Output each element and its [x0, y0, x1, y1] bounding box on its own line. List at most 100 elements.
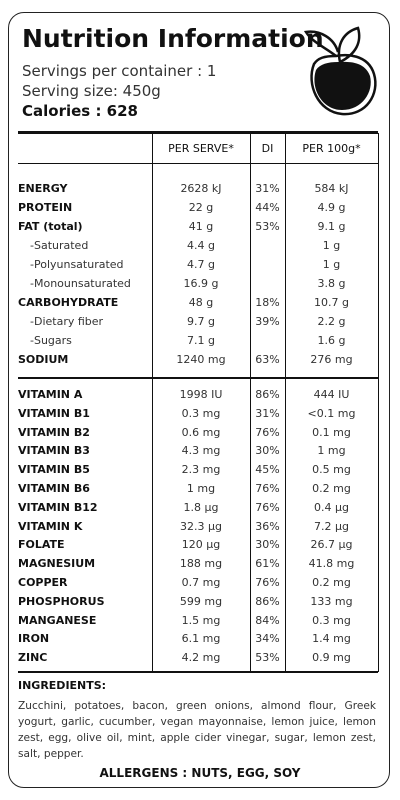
row-label: IRON	[18, 632, 50, 646]
row-label: -Monounsaturated	[30, 277, 131, 290]
row-value: 0.1 mg	[312, 425, 351, 439]
row-value: 0.3 mg	[312, 613, 351, 627]
row-value: 188 mg	[179, 557, 223, 571]
row-label: VITAMIN B1	[18, 406, 90, 420]
row-label: VITAMIN B3	[18, 444, 90, 458]
row-value: 0.6 mg	[181, 425, 221, 439]
row-value: 76%	[255, 576, 280, 589]
column-rule	[378, 133, 379, 672]
row-value: 1 g	[322, 258, 341, 271]
ingredients-heading: INGREDIENTS:	[18, 679, 107, 692]
rule	[18, 377, 378, 379]
row-value: 1.6 g	[317, 334, 346, 347]
row-value: 4.9 g	[317, 201, 346, 214]
title: Nutrition Information	[22, 24, 324, 53]
row-value: 76%	[255, 500, 280, 514]
row-value: <0.1 mg	[307, 406, 356, 420]
row-value: 4.3 mg	[181, 444, 221, 458]
row-value: 10.7 g	[314, 296, 349, 309]
row-value: 6.1 mg	[181, 632, 221, 646]
row-value: 26.7 µg	[310, 538, 353, 552]
row-value: 1.8 µg	[183, 500, 219, 514]
row-label: PROTEIN	[18, 201, 73, 214]
row-label: -Dietary fiber	[30, 315, 104, 328]
row-value: 45%	[255, 463, 280, 477]
allergens: ALLERGENS : NUTS, EGG, SOY	[99, 766, 301, 780]
row-value: 9.1 g	[317, 220, 346, 233]
row-value: 76%	[255, 482, 280, 495]
serving-size: Serving size: 450g	[22, 82, 161, 100]
row-value: 48 g	[188, 296, 214, 309]
row-value: 0.4 µg	[314, 500, 349, 514]
row-value: 31%	[255, 182, 280, 195]
row-value: 276 mg	[310, 353, 353, 366]
row-value: 2.3 mg	[181, 463, 221, 477]
row-value: 32.3 µg	[180, 519, 222, 533]
row-value: 44%	[255, 201, 280, 214]
row-value: 84%	[255, 613, 280, 627]
row-value: 444 IU	[313, 388, 350, 401]
row-value: 133 mg	[310, 594, 353, 608]
rule	[18, 163, 378, 164]
calories: Calories : 628	[22, 102, 138, 120]
row-value: 0.2 mg	[312, 482, 351, 495]
row-value: 30%	[255, 538, 280, 552]
row-label: VITAMIN B2	[18, 425, 90, 439]
row-value: 0.7 mg	[181, 576, 221, 589]
row-value: 0.5 mg	[312, 463, 351, 477]
column-header: PER 100g*	[302, 142, 361, 155]
row-value: 1.5 mg	[181, 613, 221, 627]
row-value: 63%	[255, 353, 280, 366]
row-value: 0.2 mg	[312, 576, 351, 589]
row-value: 16.9 g	[183, 277, 219, 290]
row-label: FOLATE	[18, 538, 65, 552]
row-label: -Sugars	[30, 334, 72, 347]
row-value: 86%	[255, 388, 280, 401]
row-label: VITAMIN B6	[18, 482, 90, 495]
row-value: 7.2 µg	[314, 519, 349, 533]
column-header: PER SERVE*	[168, 142, 234, 155]
ingredients-text: Zucchini, potatoes, bacon, green onions,…	[18, 700, 376, 760]
row-value: 7.1 g	[187, 334, 215, 347]
servings: Servings per container : 1	[22, 62, 217, 80]
column-rule	[152, 133, 153, 672]
row-value: 39%	[255, 315, 280, 328]
row-label: -Saturated	[30, 239, 89, 252]
row-label: PHOSPHORUS	[18, 594, 105, 608]
row-value: 41 g	[188, 220, 214, 233]
row-label: MAGNESIUM	[18, 557, 96, 571]
row-value: 1 g	[322, 239, 341, 252]
column-rule	[250, 133, 251, 672]
row-value: 0.3 mg	[181, 406, 221, 420]
row-value: 584 kJ	[314, 182, 349, 195]
row-value: 599 mg	[179, 594, 223, 608]
row-value: 86%	[255, 594, 280, 608]
row-label: SODIUM	[18, 353, 69, 366]
frame	[8, 12, 390, 788]
row-value: 4.2 mg	[181, 651, 221, 665]
lemon-icon	[303, 26, 377, 116]
row-value: 4.4 g	[187, 239, 215, 252]
row-value: 1998 IU	[179, 388, 223, 401]
row-value: 9.7 g	[187, 315, 215, 328]
row-value: 1.4 mg	[312, 632, 351, 646]
column-rule	[285, 133, 286, 672]
row-value: 30%	[255, 444, 280, 458]
row-value: 76%	[255, 425, 280, 439]
row-value: 120 µg	[181, 538, 221, 552]
row-value: 61%	[255, 557, 280, 571]
row-value: 1240 mg	[176, 353, 226, 366]
row-label: MANGANESE	[18, 613, 97, 627]
row-label: VITAMIN B12	[18, 500, 98, 514]
row-value: 41.8 mg	[308, 557, 355, 571]
row-label: ZINC	[18, 651, 48, 665]
row-value: 22 g	[188, 201, 214, 214]
row-label: VITAMIN B5	[18, 463, 90, 477]
row-value: 0.9 mg	[312, 651, 351, 665]
row-value: 3.8 g	[317, 277, 346, 290]
row-value: 2.2 g	[317, 315, 346, 328]
row-value: 53%	[255, 220, 280, 233]
row-label: ENERGY	[18, 182, 68, 195]
row-label: VITAMIN A	[18, 388, 83, 401]
column-header: DI	[261, 142, 274, 155]
